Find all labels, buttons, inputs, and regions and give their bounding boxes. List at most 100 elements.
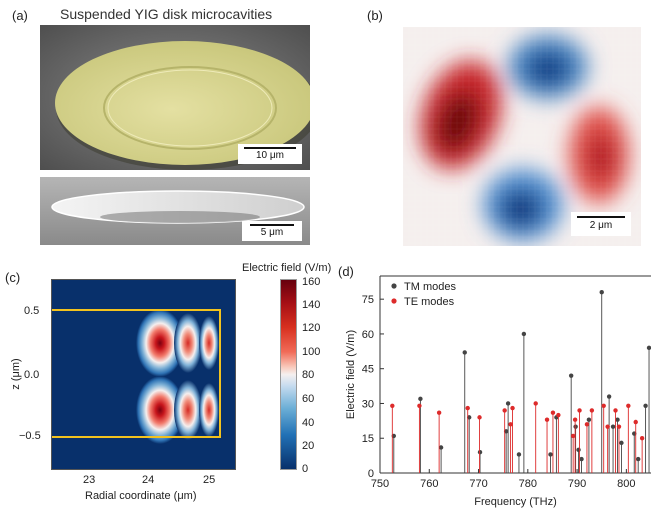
stem-marker <box>646 345 651 351</box>
stem-marker <box>516 452 522 457</box>
stem-marker <box>510 405 515 411</box>
cross-section-plot <box>51 279 236 470</box>
cross-section-xtick-23: 23 <box>83 474 96 486</box>
stem-marker <box>616 424 622 429</box>
y-tick-label: 60 <box>362 329 374 341</box>
stem-marker <box>601 403 606 408</box>
colorbar-tick: 120 <box>302 322 321 334</box>
stem-marker <box>462 350 467 355</box>
x-tick-label: 780 <box>519 478 537 490</box>
stem-marker <box>626 403 631 408</box>
colorbar-tick: 100 <box>302 346 321 358</box>
stem-marker <box>477 449 483 455</box>
y-axis-label: Electric field (V/m) <box>345 330 357 419</box>
colorbar-tick: 40 <box>302 417 315 429</box>
panel-a-title: Suspended YIG disk microcavities <box>60 6 273 22</box>
stem-marker <box>505 401 511 406</box>
x-tick-label: 760 <box>420 478 438 490</box>
stem-marker <box>579 456 584 462</box>
stem-marker <box>643 403 648 408</box>
stem-marker <box>615 417 620 422</box>
stem-marker <box>639 436 645 441</box>
cross-section-field <box>52 309 221 444</box>
field-map-scalebar-line <box>577 216 625 218</box>
stem-marker <box>556 412 561 418</box>
stem-marker <box>521 331 527 337</box>
y-tick-label: 0 <box>368 468 374 480</box>
cross-section-ytick-mid: 0.0 <box>24 369 40 381</box>
stem-marker <box>605 424 610 429</box>
stem-marker <box>502 408 507 413</box>
legend-marker <box>391 298 397 304</box>
field-map-scalebar: 2 μm <box>571 212 631 236</box>
stem-marker <box>390 403 395 408</box>
scalebar-bottom: 5 μm <box>242 221 302 241</box>
cross-section-xlabel: Radial coordinate (μm) <box>85 490 197 502</box>
stem-marker <box>533 401 538 406</box>
stem-marker <box>586 417 592 422</box>
stem-marker <box>477 415 482 420</box>
scalebar-top-line <box>244 147 296 149</box>
stem-marker <box>584 422 590 427</box>
colorbar-tick: 80 <box>302 369 315 381</box>
panel-c-label: (c) <box>5 270 21 285</box>
stem-marker <box>418 396 423 402</box>
stem-marker <box>568 373 574 378</box>
stem-marker <box>606 394 612 399</box>
colorbar-tick: 0 <box>302 463 309 475</box>
x-tick-label: 790 <box>568 478 586 490</box>
panel-a-label: (a) <box>12 8 28 23</box>
cross-section-ytick-top: 0.5 <box>24 305 40 317</box>
legend-label: TM modes <box>404 281 456 293</box>
x-tick-label: 750 <box>371 478 389 490</box>
cross-section-xtick-25: 25 <box>203 474 216 486</box>
stem-marker <box>508 422 513 427</box>
y-tick-label: 30 <box>362 398 374 410</box>
stem-marker <box>544 417 550 422</box>
sem-image-top: 10 μm <box>40 25 310 170</box>
scalebar-top-text: 10 μm <box>256 150 284 161</box>
stem-marker <box>417 403 422 408</box>
stem-marker <box>548 452 553 457</box>
legend-marker <box>391 283 397 289</box>
colorbar-tick: 60 <box>302 393 315 405</box>
colorbar-tick: 160 <box>302 276 321 288</box>
cross-section-ylabel: z (μm) <box>10 358 22 390</box>
scalebar-bottom-line <box>250 224 294 226</box>
colorbar-title: Electric field (V/m) <box>242 262 332 274</box>
stem-marker <box>610 424 616 429</box>
stem-marker <box>633 419 638 425</box>
y-tick-label: 75 <box>362 294 374 306</box>
x-tick-label: 800 <box>617 478 635 490</box>
stem-marker <box>635 456 641 462</box>
scalebar-top: 10 μm <box>238 144 302 164</box>
stem-marker <box>438 445 444 450</box>
field-map: 2 μm <box>403 27 641 246</box>
stem-marker <box>550 410 556 415</box>
stem-marker <box>577 408 582 413</box>
stem-marker <box>589 408 595 413</box>
yig-disk-top-view <box>40 25 310 170</box>
panel-b-label: (b) <box>367 8 383 23</box>
scalebar-bottom-text: 5 μm <box>260 227 284 238</box>
stem-marker <box>436 410 442 415</box>
stem-marker <box>570 433 576 439</box>
colorbar <box>280 279 297 470</box>
colorbar-tick: 20 <box>302 440 315 452</box>
y-tick-label: 45 <box>362 364 374 376</box>
stem-marker <box>465 405 470 411</box>
legend-label: TE modes <box>404 296 455 308</box>
x-axis-label: Frequency (THz) <box>474 496 557 508</box>
panel-d-label: (d) <box>338 264 354 279</box>
colorbar-ticks: 160 140 120 100 80 60 40 20 0 <box>302 276 332 476</box>
colorbar-tick: 140 <box>302 299 321 311</box>
sem-image-bottom: 5 μm <box>40 177 310 245</box>
stem-marker <box>619 440 624 446</box>
cross-section-xtick-24: 24 <box>142 474 155 486</box>
field-map-scalebar-text: 2 μm <box>589 220 613 231</box>
stem-marker <box>576 447 581 453</box>
stem-marker <box>599 290 604 295</box>
y-tick-label: 15 <box>362 433 374 445</box>
mode-spectrum-chart: (d) 750 760 770 780 790 800 0 15 30 45 60 75 Frequenc… <box>338 264 651 508</box>
stem-marker <box>572 417 578 422</box>
